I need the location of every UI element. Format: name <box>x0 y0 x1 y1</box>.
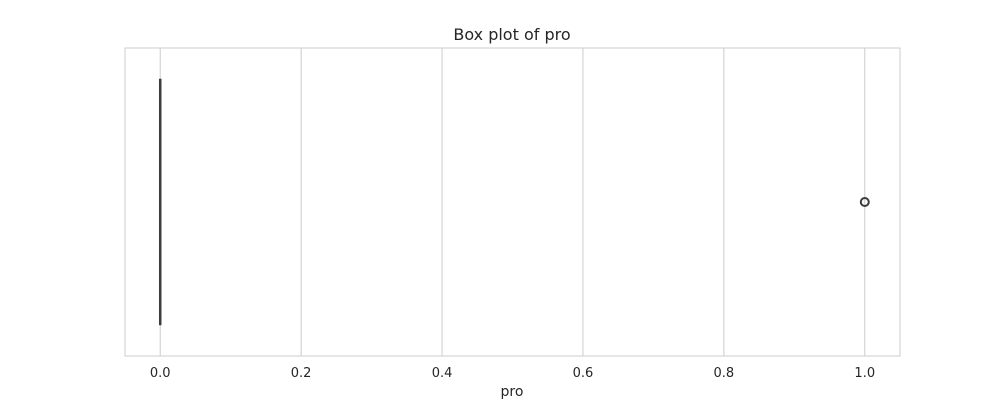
x-axis-label: pro <box>501 384 524 400</box>
x-tick-label: 0.8 <box>714 366 735 381</box>
x-tick-label: 1.0 <box>854 366 875 381</box>
grid-lines <box>159 48 866 356</box>
x-tick-label: 0.6 <box>573 366 594 381</box>
plot-frame <box>124 47 901 357</box>
outlier-point <box>859 197 870 207</box>
chart-title: Box plot of pro <box>453 25 570 44</box>
x-tick-label: 0.0 <box>150 366 171 381</box>
x-tick-label: 0.2 <box>291 366 312 381</box>
box-plot-group <box>158 78 870 326</box>
x-tick-labels: 0.0 0.2 0.4 0.6 0.8 1.0 <box>150 366 875 381</box>
x-tick-label: 0.4 <box>432 366 453 381</box>
